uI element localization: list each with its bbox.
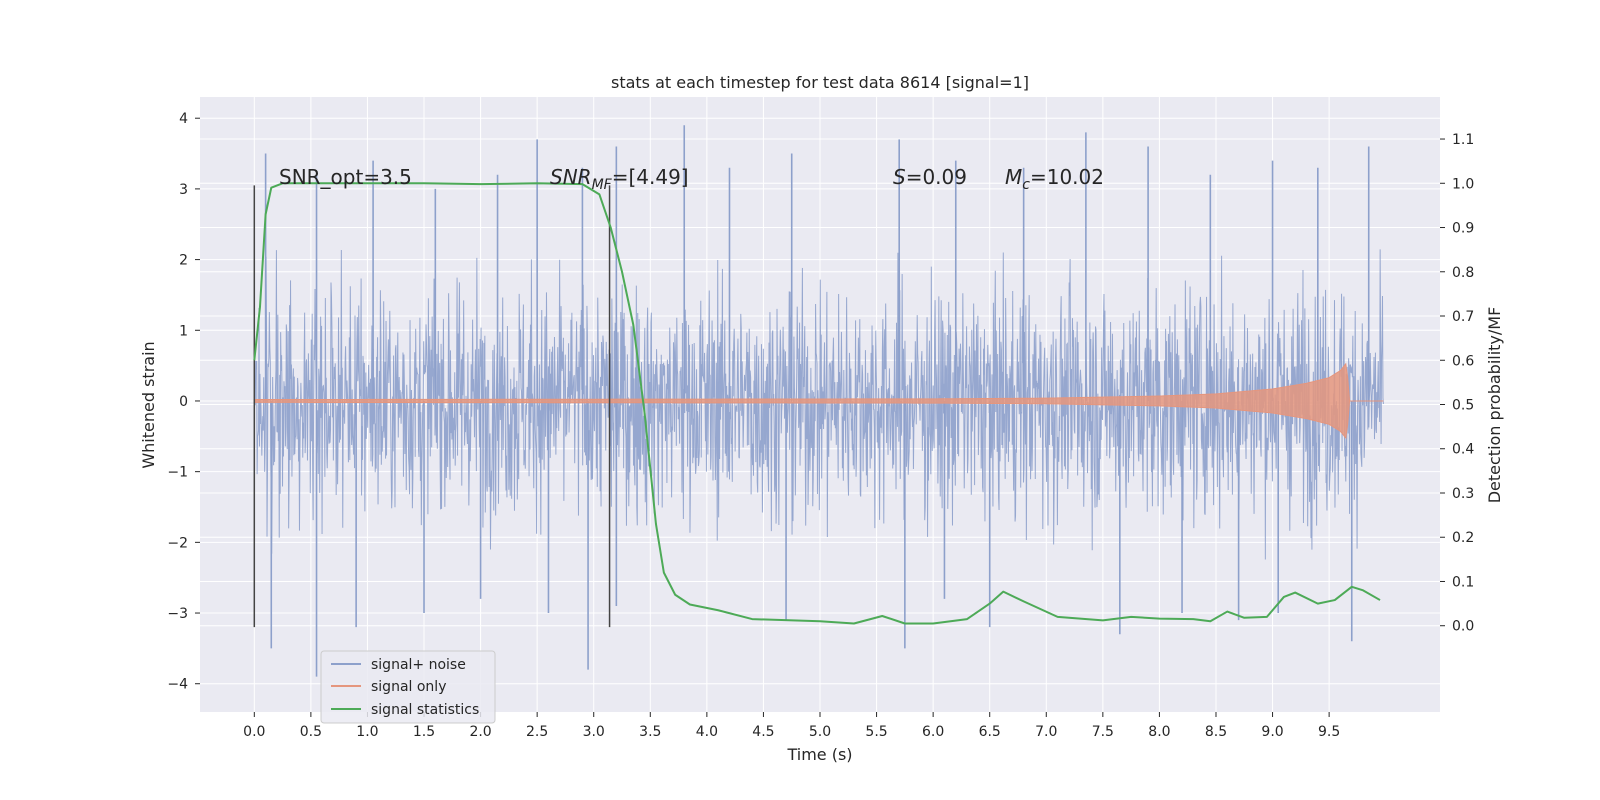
y-tick-label: −4: [167, 677, 188, 693]
series-signal-statistics: [253, 182, 1381, 625]
mc-symbol: M: [1005, 165, 1022, 189]
x-tick-label: 8.5: [1205, 724, 1227, 740]
axis-ticks: 0.0 0.5 1.0 1.5 2.0 2.5 3.0 3.5 4.0 4.5 5.0 5.5 6.0 6…: [167, 111, 1474, 740]
x-tick-label: 5.5: [865, 724, 887, 740]
series-signal-only: [253, 362, 1384, 440]
x-tick-label: 4.5: [752, 724, 774, 740]
y2-tick-label: 0.4: [1452, 442, 1474, 458]
y-axis-label: Whitened strain: [139, 341, 158, 468]
y2-tick-label: 0.5: [1452, 398, 1474, 414]
y2-axis-label: Detection probability/MF: [1485, 307, 1504, 504]
legend-label-signal-statistics: signal statistics: [371, 702, 479, 718]
legend-label-signal-noise: signal+ noise: [371, 657, 466, 673]
legend-box: [320, 650, 496, 724]
y2-tick-label: 0.7: [1452, 309, 1474, 325]
x-tick-label: 7.0: [1035, 724, 1057, 740]
signal-statistics-line: [253, 182, 1381, 625]
s-symbol: S: [893, 165, 906, 189]
marker-lines: [253, 185, 611, 628]
y2-tick-label: 0.0: [1452, 619, 1474, 635]
x-tick-label: 6.5: [979, 724, 1001, 740]
snr-mf-value: =[4.49]: [612, 165, 689, 189]
x-tick-label: 9.0: [1261, 724, 1283, 740]
x-axis-label: Time (s): [786, 745, 852, 764]
y2-tick-label: 0.9: [1452, 221, 1474, 237]
y-tick-label: 0: [179, 394, 188, 410]
y-tick-label: 3: [179, 182, 188, 198]
x-tick-label: 2.0: [469, 724, 491, 740]
y-tick-label: 4: [179, 111, 188, 127]
x-tick-label: 5.0: [809, 724, 831, 740]
snr-mf-symbol: SNR: [550, 165, 592, 189]
x-tick-label: 2.5: [526, 724, 548, 740]
x-tick-label: 9.5: [1318, 724, 1340, 740]
legend: signal+ noise signal only signal statist…: [320, 650, 496, 724]
y2-tick-label: 1.0: [1452, 176, 1474, 192]
x-tick-label: 1.5: [413, 724, 435, 740]
y2-tick-label: 0.3: [1452, 486, 1474, 502]
x-tick-label: 3.5: [639, 724, 661, 740]
x-tick-label: 6.0: [922, 724, 944, 740]
y-tick-label: 1: [179, 323, 188, 339]
x-tick-label: 4.0: [696, 724, 718, 740]
y2-tick-label: 0.1: [1452, 574, 1474, 590]
y-tick-label: −2: [167, 535, 188, 551]
mc-subscript: c: [1022, 177, 1030, 193]
y2-tick-label: 1.1: [1452, 132, 1474, 148]
x-tick-label: 1.0: [356, 724, 378, 740]
y2-tick-label: 0.8: [1452, 265, 1474, 281]
annotation-s: S=0.09: [893, 165, 967, 189]
chart-title: stats at each timestep for test data 861…: [611, 73, 1029, 92]
annotation-mc: Mc=10.02: [1005, 165, 1104, 193]
y-tick-label: 2: [179, 253, 188, 269]
x-tick-label: 0.5: [300, 724, 322, 740]
annotation-snr-opt: SNR_opt=3.5: [279, 165, 412, 189]
y2-tick-label: 0.2: [1452, 530, 1474, 546]
legend-label-signal-only: signal only: [371, 679, 446, 695]
x-tick-label: 7.5: [1092, 724, 1114, 740]
y2-tick-label: 0.6: [1452, 353, 1474, 369]
mc-value: =10.02: [1030, 165, 1104, 189]
x-tick-label: 8.0: [1148, 724, 1170, 740]
snr-mf-subscript: MF: [592, 177, 613, 193]
y-tick-label: −1: [167, 465, 188, 481]
s-value: =0.09: [906, 165, 967, 189]
annotation-snr-mf: SNRMF=[4.49]: [550, 165, 689, 193]
y-tick-label: −3: [167, 606, 188, 622]
signal-only-trace: [253, 362, 1384, 440]
x-tick-label: 3.0: [583, 724, 605, 740]
x-tick-label: 0.0: [243, 724, 265, 740]
